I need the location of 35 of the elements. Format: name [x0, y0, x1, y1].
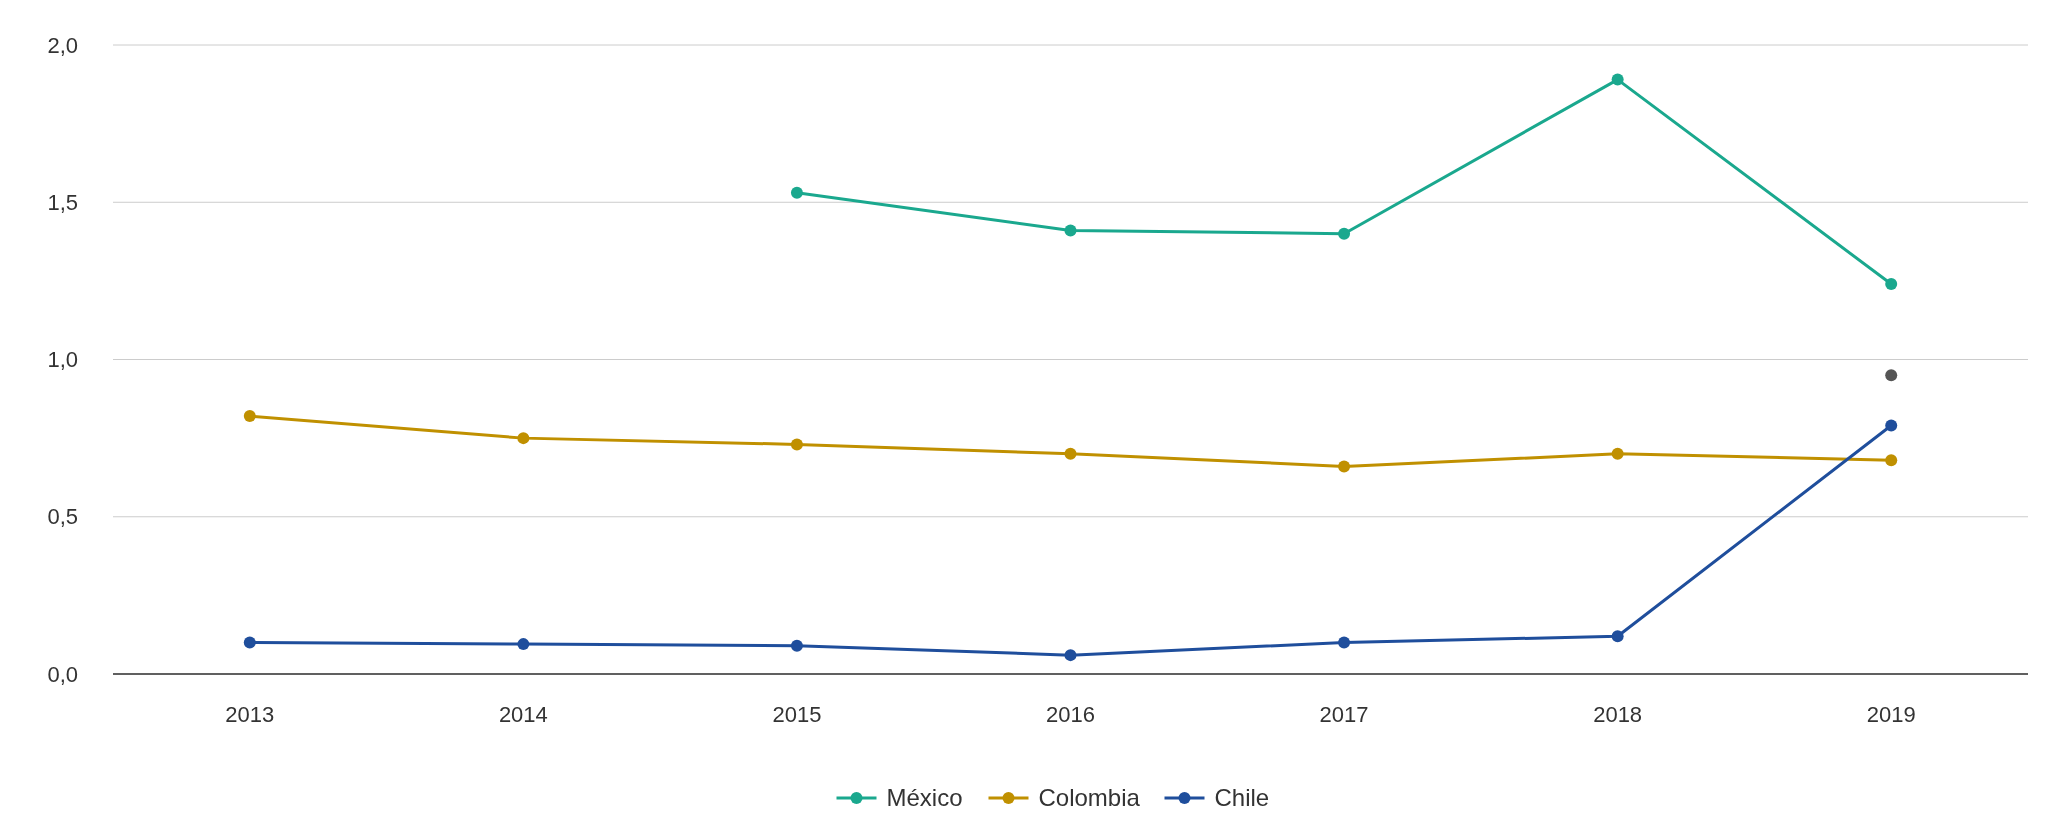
y-tick-label: 1,5 — [47, 189, 78, 215]
y-tick-label: 1,0 — [47, 347, 78, 373]
point — [243, 636, 256, 649]
legend-label: México — [886, 784, 963, 812]
point — [1885, 278, 1898, 291]
x-tick-label: 2013 — [225, 702, 275, 727]
point — [1885, 419, 1898, 432]
point — [1064, 224, 1077, 237]
legend-label: Chile — [1214, 784, 1270, 812]
point — [243, 410, 256, 423]
point — [517, 638, 530, 651]
point — [517, 432, 530, 445]
point — [1338, 460, 1351, 473]
point — [790, 438, 803, 451]
x-tick-label: 2015 — [772, 702, 822, 727]
x-tick-label: 2016 — [1046, 702, 1095, 727]
y-tick-label: 2,0 — [47, 32, 78, 58]
x-tick-label: 2014 — [498, 702, 548, 727]
point — [1611, 447, 1624, 460]
point — [1064, 649, 1077, 662]
point — [790, 186, 803, 199]
y-tick-label: 0,0 — [47, 661, 78, 687]
point — [1064, 447, 1077, 460]
x-tick-label: 2019 — [1866, 702, 1916, 727]
x-tick-label: 2018 — [1593, 702, 1643, 727]
legend-label: Colombia — [1038, 784, 1141, 812]
point — [1611, 73, 1624, 86]
point — [1885, 369, 1898, 382]
point — [1885, 454, 1898, 467]
point — [1338, 227, 1351, 240]
point — [790, 639, 803, 652]
point — [1611, 630, 1624, 643]
point — [1338, 636, 1351, 649]
y-tick-label: 0,5 — [47, 504, 78, 530]
x-tick-label: 2017 — [1319, 702, 1369, 727]
